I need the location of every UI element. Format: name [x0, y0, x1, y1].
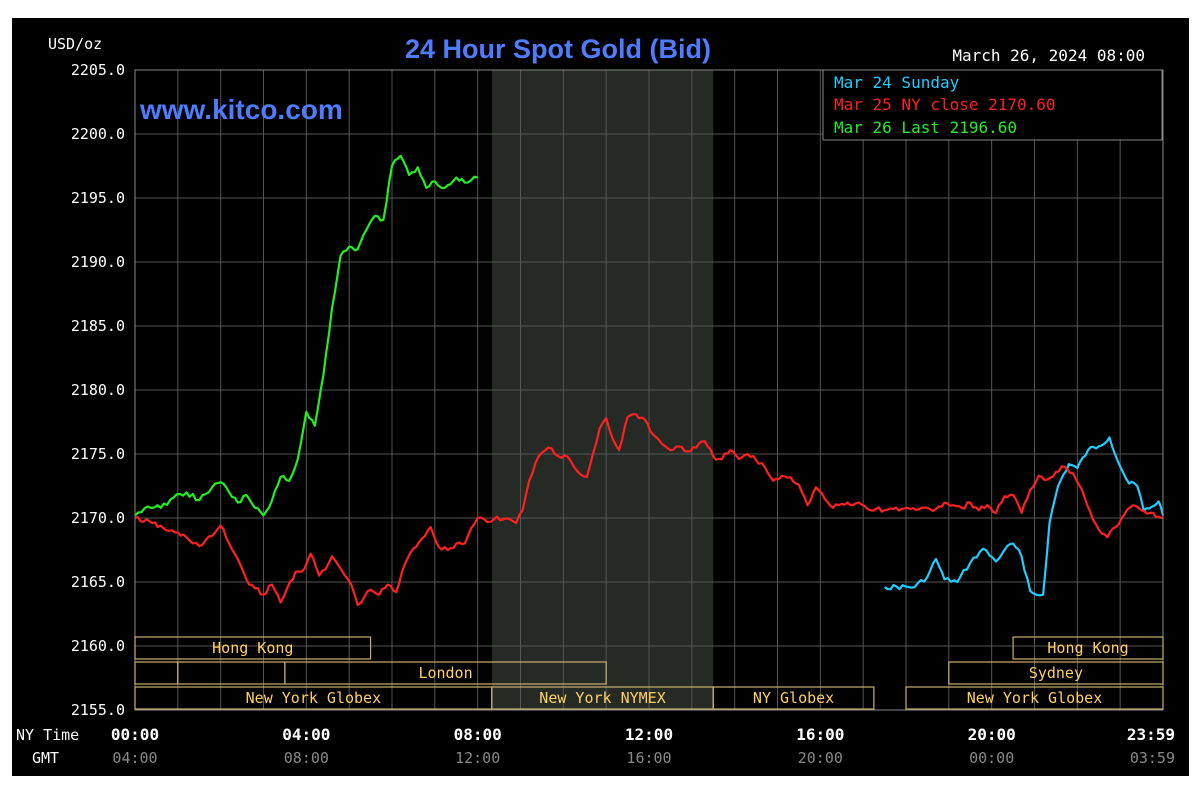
y-axis-unit-label: USD/oz: [48, 35, 102, 53]
x-tick-label-gmt: 08:00: [284, 749, 329, 767]
x-tick-label-ny: 20:00: [968, 725, 1016, 744]
session-label: New York Globex: [967, 689, 1102, 707]
series-line-last: [134, 154, 478, 517]
session-label: Hong Kong: [212, 639, 293, 657]
session-box: [134, 636, 372, 660]
legend-entry-last: Mar 26 Last 2196.60: [834, 118, 1017, 137]
session-label: New York Globex: [246, 689, 381, 707]
session-box: [712, 686, 875, 710]
y-tick-label: 2195.0: [71, 189, 125, 207]
x-axis-label-gmt: GMT: [32, 749, 59, 767]
y-tick-label: 2160.0: [71, 637, 125, 655]
x-tick-label-gmt: 00:00: [969, 749, 1014, 767]
legend-entry-sunday: Mar 24 Sunday: [834, 73, 960, 92]
x-tick-label-ny: 23:59: [1127, 725, 1175, 744]
y-tick-label: 2200.0: [71, 125, 125, 143]
series-layer: [134, 154, 1165, 607]
session-label: New York NYMEX: [539, 689, 665, 707]
timestamp: March 26, 2024 08:00: [952, 46, 1145, 65]
x-tick-label-gmt: 03:59: [1130, 749, 1175, 767]
watermark-text: www.kitco.com: [139, 94, 343, 125]
series-line-sunday: [883, 436, 1165, 597]
x-tick-label-ny: 00:00: [111, 725, 159, 744]
session-box: [948, 661, 1164, 685]
series-line-ny_close: [134, 413, 1164, 607]
x-tick-label-ny: 16:00: [796, 725, 844, 744]
y-tick-label: 2180.0: [71, 381, 125, 399]
y-tick-label: 2175.0: [71, 445, 125, 463]
x-axis-label-ny-time: NY Time: [16, 726, 79, 744]
grid-layer: [135, 70, 1163, 710]
x-tick-label-ny: 04:00: [282, 725, 330, 744]
session-layer: Hong Kong Hong Kong London Sydney New York G…: [134, 636, 1164, 710]
y-tick-label: 2155.0: [71, 701, 125, 719]
x-tick-label-ny: 08:00: [454, 725, 502, 744]
gold-price-chart: Hong Kong Hong Kong London Sydney New York G…: [16, 34, 1175, 767]
chart-title: 24 Hour Spot Gold (Bid): [405, 34, 711, 64]
session-box: [905, 686, 1164, 710]
x-tick-label-gmt: 20:00: [798, 749, 843, 767]
chart-frame: Hong Kong Hong Kong London Sydney New York G…: [12, 18, 1189, 776]
y-tick-label: 2190.0: [71, 253, 125, 271]
session-label: Sydney: [1029, 664, 1083, 682]
x-tick-label-gmt: 12:00: [455, 749, 500, 767]
session-label: NY Globex: [753, 689, 834, 707]
legend-entry-ny-close: Mar 25 NY close 2170.60: [834, 95, 1056, 114]
session-box: [1012, 636, 1164, 660]
y-tick-label: 2165.0: [71, 573, 125, 591]
y-tick-label: 2185.0: [71, 317, 125, 335]
session-box: [284, 661, 607, 685]
session-box: [177, 661, 286, 685]
session-label: Hong Kong: [1047, 639, 1128, 657]
legend: Mar 24 Sunday Mar 25 NY close 2170.60 Ma…: [822, 69, 1163, 141]
y-tick-label: 2205.0: [71, 61, 125, 79]
y-tick-label: 2170.0: [71, 509, 125, 527]
x-tick-label-ny: 12:00: [625, 725, 673, 744]
session-box: [134, 661, 179, 685]
session-label: London: [418, 664, 472, 682]
x-tick-label-gmt: 16:00: [626, 749, 671, 767]
x-tick-label-gmt: 04:00: [112, 749, 157, 767]
plot-border: [134, 69, 1164, 711]
axis-layer: 2205.0 2200.0 2195.0 2190.0 2185.0 2180.0 2175…: [71, 61, 1175, 767]
